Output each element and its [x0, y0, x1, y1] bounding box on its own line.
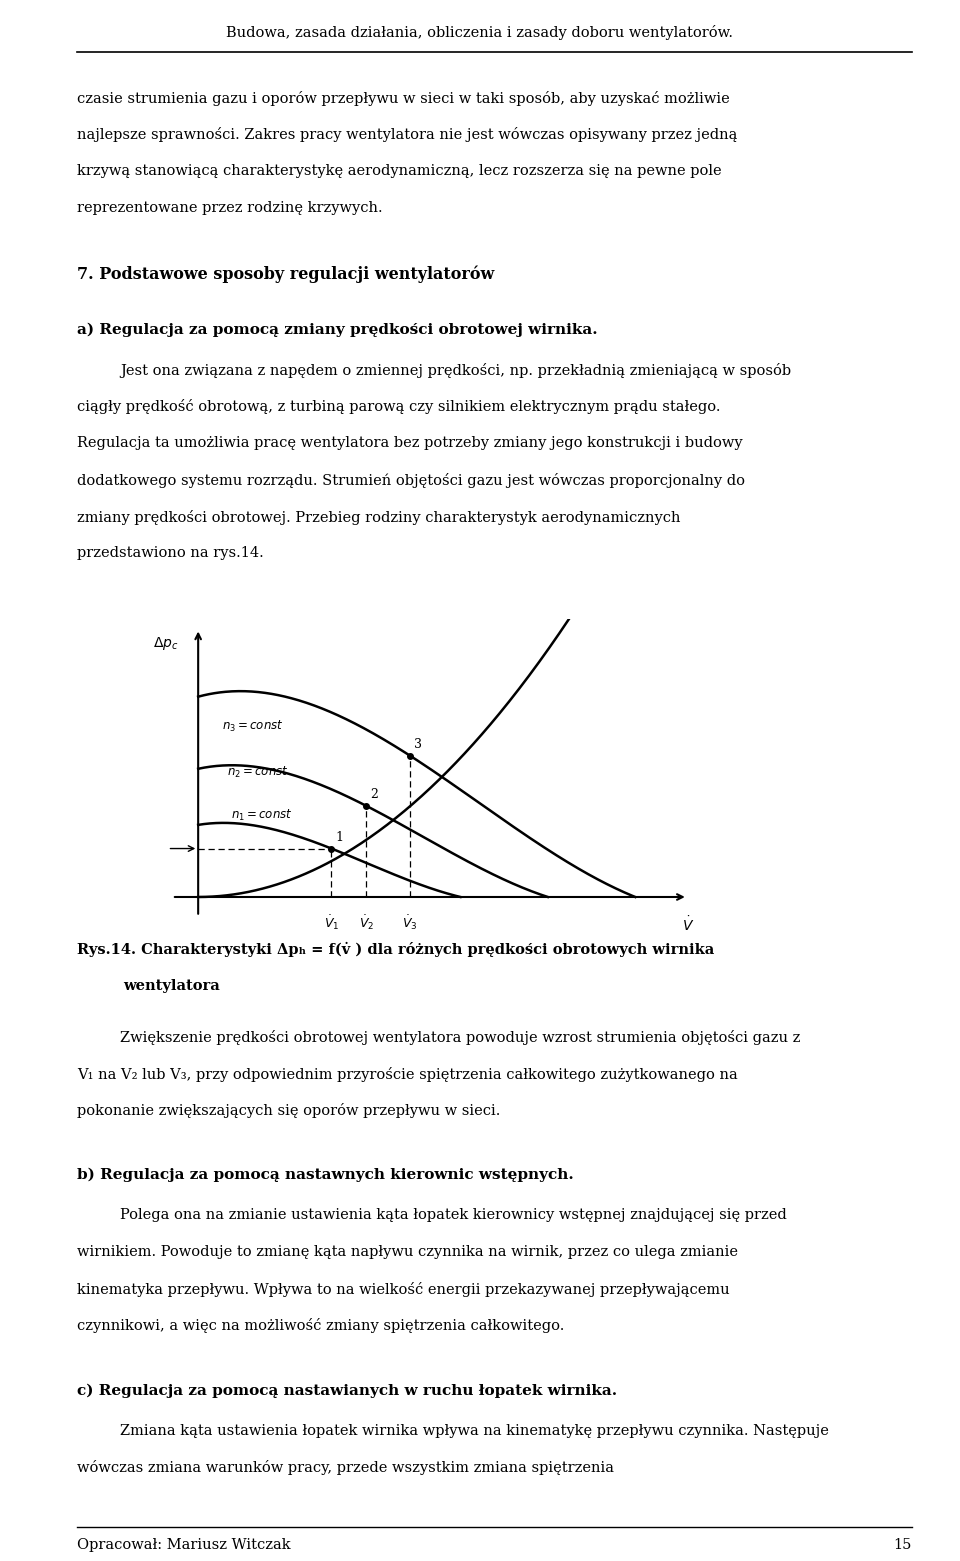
Text: 7. Podstawowe sposoby regulacji wentylatorów: 7. Podstawowe sposoby regulacji wentylat…: [77, 265, 494, 283]
Text: $\dot{V}_2$: $\dot{V}_2$: [359, 913, 374, 932]
Text: $n_2=const$: $n_2=const$: [227, 765, 288, 780]
Text: Regulacja ta umożliwia pracę wentylatora bez potrzeby zmiany jego konstrukcji i : Regulacja ta umożliwia pracę wentylatora…: [77, 436, 742, 450]
Text: czynnikowi, a więc na możliwość zmiany spiętrzenia całkowitego.: czynnikowi, a więc na możliwość zmiany s…: [77, 1319, 564, 1333]
Text: $\Delta p_c$: $\Delta p_c$: [153, 635, 179, 652]
Text: b) Regulacja za pomocą nastawnych kierownic wstępnych.: b) Regulacja za pomocą nastawnych kierow…: [77, 1168, 573, 1183]
Text: $\dot{V}_1$: $\dot{V}_1$: [324, 913, 339, 932]
Text: $n_3=const$: $n_3=const$: [222, 720, 284, 734]
Text: wirnikiem. Powoduje to zmianę kąta napływu czynnika na wirnik, przez co ulega zm: wirnikiem. Powoduje to zmianę kąta napły…: [77, 1246, 738, 1260]
Text: $\dot{V}_3$: $\dot{V}_3$: [402, 913, 418, 932]
Text: 3: 3: [414, 738, 421, 751]
Text: $\dot{V}$: $\dot{V}$: [682, 915, 694, 933]
Text: najlepsze sprawności. Zakres pracy wentylatora nie jest wówczas opisywany przez : najlepsze sprawności. Zakres pracy wenty…: [77, 128, 737, 142]
Text: Zmiana kąta ustawienia łopatek wirnika wpływa na kinematykę przepływu czynnika. : Zmiana kąta ustawienia łopatek wirnika w…: [120, 1424, 828, 1438]
Text: Polega ona na zmianie ustawienia kąta łopatek kierownicy wstępnej znajdującej si: Polega ona na zmianie ustawienia kąta ło…: [120, 1208, 787, 1222]
Text: Zwiększenie prędkości obrotowej wentylatora powoduje wzrost strumienia objętości: Zwiększenie prędkości obrotowej wentylat…: [120, 1030, 801, 1044]
Text: ciągły prędkość obrotową, z turbiną parową czy silnikiem elektrycznym prądu stał: ciągły prędkość obrotową, z turbiną paro…: [77, 400, 720, 415]
Text: a) Regulacja za pomocą zmiany prędkości obrotowej wirnika.: a) Regulacja za pomocą zmiany prędkości …: [77, 323, 597, 337]
Text: krzywą stanowiącą charakterystykę aerodynamiczną, lecz rozszerza się na pewne po: krzywą stanowiącą charakterystykę aerody…: [77, 164, 721, 178]
Text: reprezentowane przez rodzinę krzywych.: reprezentowane przez rodzinę krzywych.: [77, 200, 382, 214]
Text: czasie strumienia gazu i oporów przepływu w sieci w taki sposób, aby uzyskać moż: czasie strumienia gazu i oporów przepływ…: [77, 91, 730, 106]
Text: przedstawiono na rys.14.: przedstawiono na rys.14.: [77, 546, 264, 560]
Text: wówczas zmiana warunków pracy, przede wszystkim zmiana spiętrzenia: wówczas zmiana warunków pracy, przede ws…: [77, 1460, 613, 1475]
Text: zmiany prędkości obrotowej. Przebieg rodziny charakterystyk aerodynamicznych: zmiany prędkości obrotowej. Przebieg rod…: [77, 509, 681, 524]
Text: $n_1=const$: $n_1=const$: [231, 807, 293, 823]
Text: kinematyka przepływu. Wpływa to na wielkość energii przekazywanej przepływającem: kinematyka przepływu. Wpływa to na wielk…: [77, 1282, 730, 1297]
Text: 1: 1: [335, 830, 343, 843]
Text: wentylatora: wentylatora: [123, 979, 220, 993]
Text: 2: 2: [370, 788, 378, 801]
Text: Budowa, zasada działania, obliczenia i zasady doboru wentylatorów.: Budowa, zasada działania, obliczenia i z…: [227, 25, 733, 41]
Text: dodatkowego systemu rozrządu. Strumień objętości gazu jest wówczas proporcjonaln: dodatkowego systemu rozrządu. Strumień o…: [77, 473, 745, 489]
Text: c) Regulacja za pomocą nastawianych w ruchu łopatek wirnika.: c) Regulacja za pomocą nastawianych w ru…: [77, 1383, 617, 1397]
Text: Rys.14. Charakterystyki Δpₕ = f(ᴠ̇ ) dla różnych prędkości obrotowych wirnika: Rys.14. Charakterystyki Δpₕ = f(ᴠ̇ ) dla…: [77, 941, 714, 957]
Text: pokonanie zwiększających się oporów przepływu w sieci.: pokonanie zwiększających się oporów prze…: [77, 1104, 500, 1118]
Text: Opracował: Mariusz Witczak: Opracował: Mariusz Witczak: [77, 1538, 291, 1552]
Text: V₁ na V₂ lub V₃, przy odpowiednim przyroście spiętrzenia całkowitego zużytkowane: V₁ na V₂ lub V₃, przy odpowiednim przyro…: [77, 1066, 737, 1082]
Text: Jest ona związana z napędem o zmiennej prędkości, np. przekładnią zmieniającą w : Jest ona związana z napędem o zmiennej p…: [120, 362, 791, 378]
Text: 15: 15: [894, 1538, 912, 1552]
